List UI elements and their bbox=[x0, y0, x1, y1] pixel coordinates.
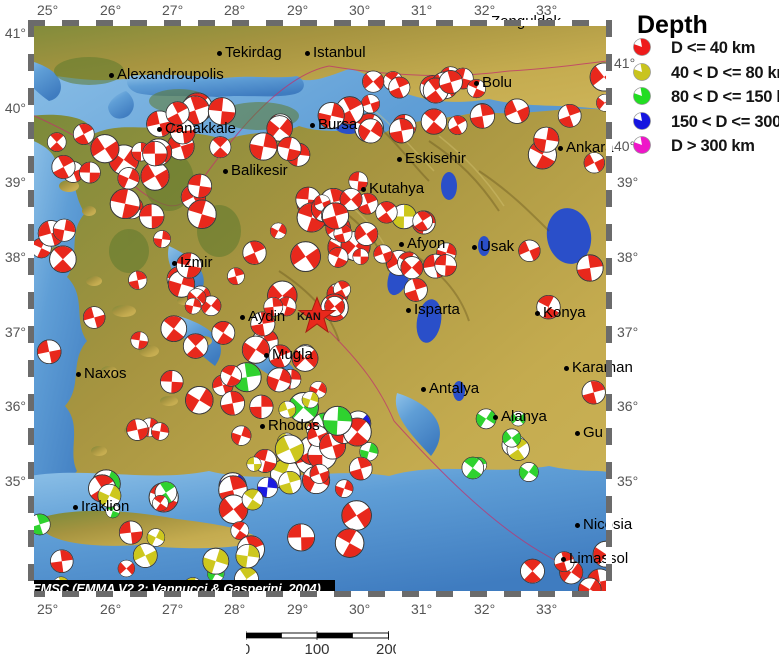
svg-text:D <= 40 km: D <= 40 km bbox=[671, 39, 755, 57]
svg-text:150 < D <= 300 km: 150 < D <= 300 km bbox=[671, 113, 779, 131]
svg-text:100: 100 bbox=[304, 641, 329, 655]
svg-text:80 < D <= 150 km: 80 < D <= 150 km bbox=[671, 88, 779, 106]
svg-text:D > 300 km: D > 300 km bbox=[671, 137, 755, 155]
svg-text:40 < D <= 80 km: 40 < D <= 80 km bbox=[671, 64, 779, 82]
svg-text:0: 0 bbox=[246, 641, 250, 655]
svg-text:200: 200 bbox=[376, 641, 396, 655]
